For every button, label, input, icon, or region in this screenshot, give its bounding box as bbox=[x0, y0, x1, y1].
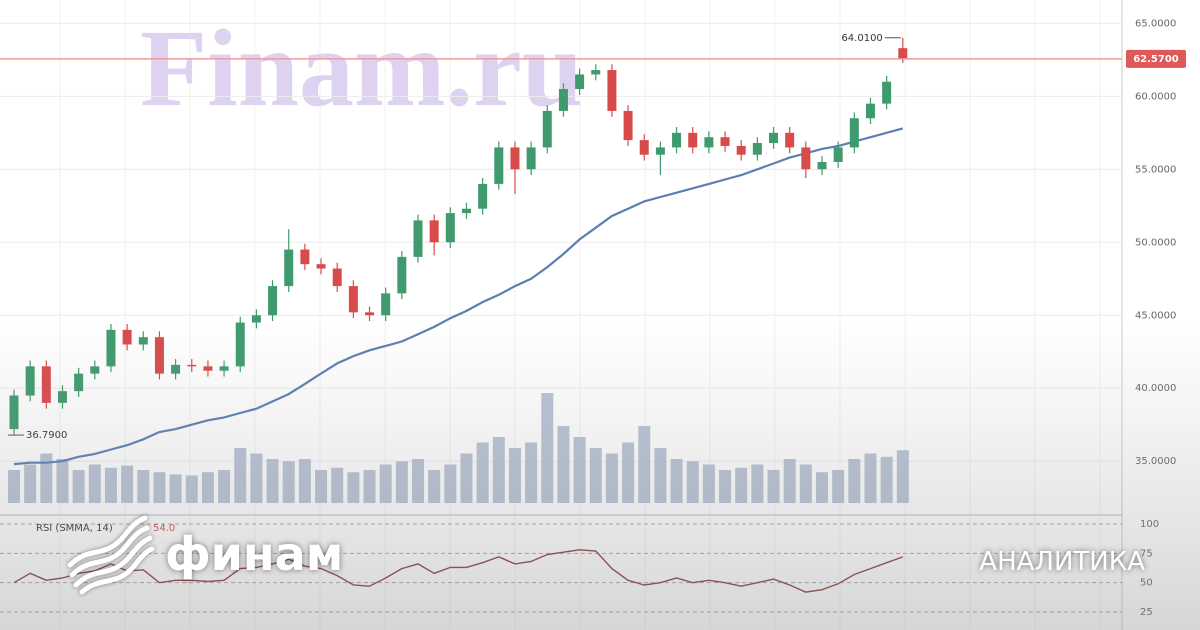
candle-body bbox=[332, 268, 342, 287]
candle-body bbox=[542, 110, 552, 148]
candle-body bbox=[575, 74, 585, 90]
candle-body bbox=[494, 147, 504, 184]
logo-text: финам bbox=[165, 527, 343, 581]
candle-body bbox=[478, 183, 488, 209]
candle-body bbox=[849, 118, 859, 148]
candle-body bbox=[672, 132, 682, 148]
candle-body bbox=[510, 147, 520, 170]
candle-body bbox=[268, 286, 278, 316]
candle-body bbox=[801, 147, 811, 170]
candle-body bbox=[752, 143, 762, 155]
candle-body bbox=[381, 293, 391, 316]
candle-body bbox=[833, 147, 843, 163]
candle-body bbox=[429, 220, 439, 243]
candle-body bbox=[526, 147, 536, 170]
candle-body bbox=[655, 147, 665, 155]
candle-body bbox=[736, 145, 746, 155]
candle-body bbox=[688, 132, 698, 148]
y-tick-label: 60.0000 bbox=[1135, 91, 1176, 102]
max-label: 64.0100 bbox=[841, 33, 882, 44]
candle-body bbox=[558, 89, 568, 111]
candle-body bbox=[591, 70, 601, 75]
watermark: Finam.ru bbox=[140, 7, 583, 129]
candle-body bbox=[623, 110, 633, 141]
candle-body bbox=[365, 312, 375, 316]
last-price-box bbox=[1126, 49, 1186, 68]
candle-body bbox=[348, 286, 358, 313]
fade-overlay bbox=[0, 320, 1200, 630]
candle-body bbox=[300, 249, 310, 265]
candle-body bbox=[445, 213, 455, 243]
candle-body bbox=[607, 70, 617, 111]
candle-body bbox=[316, 264, 326, 269]
logo-mark bbox=[67, 515, 155, 595]
candle-body bbox=[882, 81, 892, 104]
y-tick-label: 55.0000 bbox=[1135, 164, 1176, 175]
candle-body bbox=[397, 256, 407, 294]
last-price-label: 62.5700 bbox=[1133, 54, 1179, 65]
y-tick-label: 45.0000 bbox=[1135, 310, 1176, 321]
candle-body bbox=[817, 162, 827, 170]
y-tick-label: 50.0000 bbox=[1135, 237, 1176, 248]
candle-body bbox=[785, 132, 795, 148]
candle-body bbox=[639, 140, 649, 155]
candle-body bbox=[898, 48, 908, 59]
tagline: АНАЛИТИКА bbox=[979, 547, 1145, 577]
candle-body bbox=[461, 208, 471, 214]
candle-body bbox=[720, 137, 730, 146]
candle-body bbox=[251, 315, 261, 323]
y-tick-label: 65.0000 bbox=[1135, 18, 1176, 29]
candle-body bbox=[865, 103, 875, 119]
candle-body bbox=[704, 137, 714, 148]
candle-body bbox=[284, 249, 294, 287]
candle-body bbox=[413, 220, 423, 257]
candle-body bbox=[769, 132, 779, 144]
